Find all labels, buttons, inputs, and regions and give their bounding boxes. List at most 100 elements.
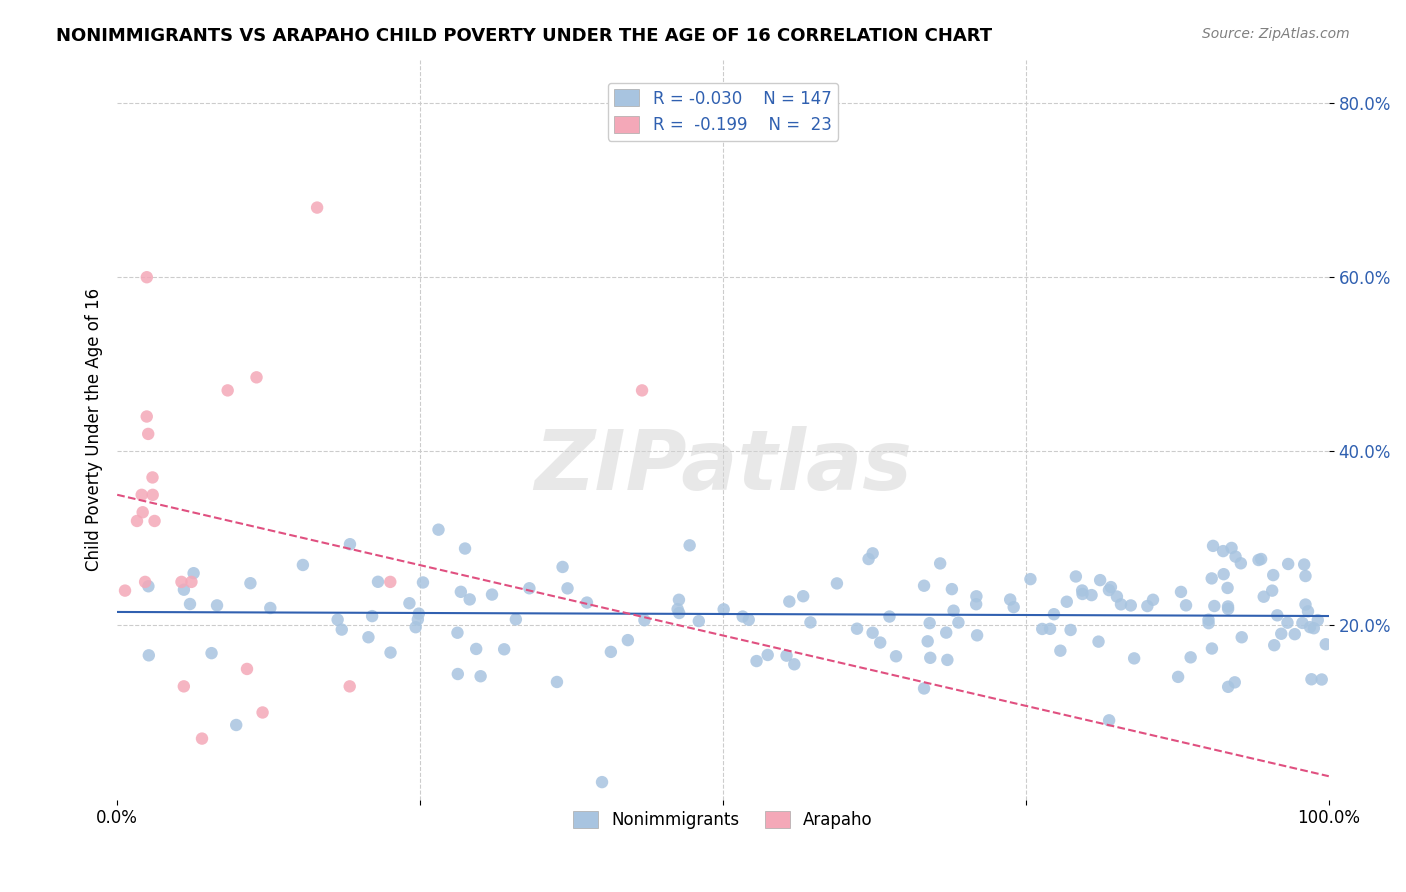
Point — [173, 582, 195, 597]
Point — [941, 582, 963, 596]
Point — [239, 576, 262, 591]
Point — [367, 574, 389, 589]
Point — [918, 616, 941, 631]
Point — [1277, 615, 1299, 630]
Point — [1296, 604, 1319, 618]
Point — [1071, 583, 1094, 598]
Point — [245, 370, 267, 384]
Point — [942, 604, 965, 618]
Point — [1087, 634, 1109, 648]
Point — [339, 679, 361, 693]
Point — [398, 596, 420, 610]
Point — [756, 648, 779, 662]
Point — [1170, 585, 1192, 599]
Point — [465, 641, 488, 656]
Point — [1002, 600, 1025, 615]
Point — [326, 613, 349, 627]
Point — [1202, 539, 1225, 553]
Point — [679, 538, 702, 552]
Point — [1230, 556, 1253, 570]
Point — [454, 541, 477, 556]
Point — [1109, 598, 1132, 612]
Point — [1142, 592, 1164, 607]
Point — [1049, 643, 1071, 657]
Point — [1056, 595, 1078, 609]
Point — [1315, 637, 1337, 651]
Point — [1247, 553, 1270, 567]
Point — [405, 620, 427, 634]
Point — [138, 579, 160, 593]
Point — [1064, 569, 1087, 583]
Text: Source: ZipAtlas.com: Source: ZipAtlas.com — [1202, 27, 1350, 41]
Text: NONIMMIGRANTS VS ARAPAHO CHILD POVERTY UNDER THE AGE OF 16 CORRELATION CHART: NONIMMIGRANTS VS ARAPAHO CHILD POVERTY U… — [56, 27, 993, 45]
Point — [225, 718, 247, 732]
Point — [966, 628, 988, 642]
Point — [191, 731, 214, 746]
Point — [412, 575, 434, 590]
Point — [131, 505, 153, 519]
Point — [1071, 587, 1094, 601]
Point — [591, 775, 613, 789]
Point — [884, 649, 907, 664]
Point — [1212, 544, 1234, 558]
Point — [307, 201, 329, 215]
Point — [1299, 620, 1322, 634]
Point — [1167, 670, 1189, 684]
Point — [1295, 598, 1317, 612]
Point — [551, 560, 574, 574]
Point — [1291, 615, 1313, 630]
Point — [575, 596, 598, 610]
Point — [1201, 571, 1223, 585]
Point — [862, 546, 884, 560]
Point — [236, 662, 259, 676]
Point — [792, 589, 814, 603]
Point — [380, 646, 402, 660]
Point — [912, 681, 935, 696]
Point — [862, 625, 884, 640]
Point — [1019, 572, 1042, 586]
Point — [713, 602, 735, 616]
Point — [546, 675, 568, 690]
Point — [1216, 581, 1239, 595]
Point — [775, 648, 797, 663]
Point — [1059, 623, 1081, 637]
Point — [1201, 641, 1223, 656]
Point — [1250, 552, 1272, 566]
Point — [668, 592, 690, 607]
Point — [200, 646, 222, 660]
Point — [965, 589, 987, 603]
Point — [879, 609, 901, 624]
Point — [450, 584, 472, 599]
Point — [1043, 607, 1066, 622]
Point — [858, 552, 880, 566]
Point — [179, 597, 201, 611]
Point — [142, 488, 165, 502]
Point — [170, 574, 193, 589]
Point — [259, 601, 281, 615]
Point — [998, 592, 1021, 607]
Point — [1216, 602, 1239, 616]
Point — [1294, 558, 1316, 572]
Point — [846, 622, 869, 636]
Point — [1218, 680, 1240, 694]
Point — [783, 657, 806, 672]
Point — [131, 488, 153, 502]
Point — [173, 679, 195, 693]
Point — [183, 566, 205, 581]
Point — [599, 645, 621, 659]
Point — [912, 579, 935, 593]
Point — [447, 667, 470, 681]
Point — [1123, 651, 1146, 665]
Point — [1220, 541, 1243, 555]
Point — [135, 409, 157, 424]
Point — [935, 625, 957, 640]
Point — [738, 613, 761, 627]
Point — [617, 633, 640, 648]
Point — [1119, 599, 1142, 613]
Point — [799, 615, 821, 630]
Point — [1270, 626, 1292, 640]
Point — [427, 523, 450, 537]
Point — [1310, 673, 1333, 687]
Point — [1301, 673, 1323, 687]
Point — [205, 599, 228, 613]
